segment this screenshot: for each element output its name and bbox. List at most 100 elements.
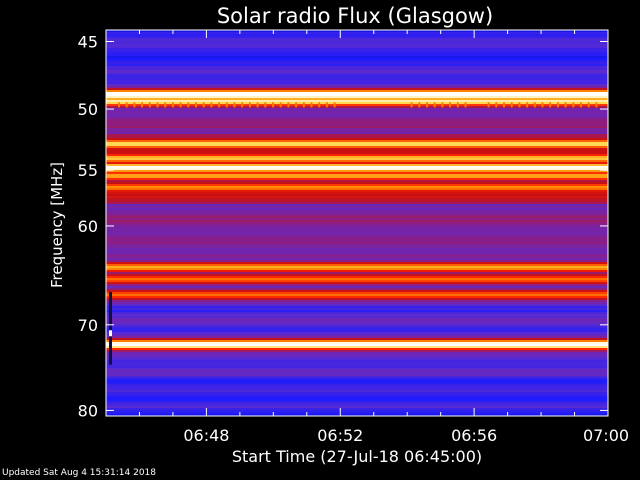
periodic-interference-mark [302, 102, 305, 108]
spectrogram-row [106, 210, 608, 212]
spectrogram-row [106, 312, 608, 314]
spectrogram-row [106, 360, 608, 362]
periodic-interference-mark [171, 102, 174, 108]
periodic-interference-mark [318, 102, 321, 108]
spectrogram-row [106, 182, 608, 184]
spectrogram-row [106, 58, 608, 60]
spectrogram-row [106, 206, 608, 208]
periodic-interference-mark [310, 102, 313, 108]
spectrogram-row [106, 290, 608, 292]
periodic-interference-mark [526, 102, 529, 108]
spectrogram-row [106, 388, 608, 390]
spectrogram-row [106, 238, 608, 240]
spectrogram-row [106, 42, 608, 44]
periodic-interference-mark [449, 102, 452, 108]
y-tick-label: 50 [78, 100, 98, 119]
spectrogram-row [106, 52, 608, 54]
spectrogram-row [106, 84, 608, 86]
spectrogram-row [106, 400, 608, 402]
spectrogram-row [106, 274, 608, 276]
periodic-interference-mark [233, 102, 236, 108]
spectrogram-row [106, 376, 608, 378]
y-tick-label: 60 [78, 217, 98, 236]
spectrogram-row [106, 246, 608, 248]
periodic-interference-mark [572, 102, 575, 108]
periodic-interference-mark [533, 102, 536, 108]
periodic-interference-mark [125, 102, 128, 108]
spectrogram-row [106, 384, 608, 386]
spectrogram-row [106, 344, 608, 346]
spectrogram-row [106, 60, 608, 62]
spectrogram-row [106, 334, 608, 336]
spectrogram-row [106, 270, 608, 272]
spectrogram-row [106, 124, 608, 126]
spectrogram-row [106, 362, 608, 364]
periodic-interference-mark [556, 102, 559, 108]
spectrogram-row [106, 252, 608, 254]
periodic-interference-mark [433, 102, 436, 108]
periodic-interference-mark [333, 102, 336, 108]
spectrogram-row [106, 346, 608, 348]
spectrogram-row [106, 176, 608, 178]
spectrogram-row [106, 330, 608, 332]
spectrogram-row [106, 100, 608, 102]
spectrogram-row [106, 188, 608, 190]
spectrogram-row [106, 310, 608, 312]
spectrogram-row [106, 368, 608, 370]
spectrogram-row [106, 66, 608, 68]
periodic-interference-mark [179, 102, 182, 108]
spectrogram-row [106, 220, 608, 222]
periodic-interference-mark [410, 102, 413, 108]
spectrogram-row [106, 306, 608, 308]
spectrogram-row [106, 236, 608, 238]
spectrogram-row [106, 110, 608, 112]
y-axis-label: Frequency [MHz] [48, 162, 66, 288]
periodic-interference-mark [248, 102, 251, 108]
spectrogram-row [106, 32, 608, 34]
spectrogram-row [106, 336, 608, 338]
spectrogram-row [106, 316, 608, 318]
spectrogram-row [106, 138, 608, 140]
spectrogram-row [106, 262, 608, 264]
periodic-interference-mark [272, 102, 274, 108]
spectrogram-row [106, 248, 608, 250]
spectrogram-row [106, 200, 608, 202]
y-tick-label: 70 [78, 316, 98, 335]
spectrogram-row [106, 222, 608, 224]
spectrogram-row [106, 314, 608, 316]
spectrogram-row [106, 136, 608, 138]
spectrogram-row [106, 98, 608, 100]
plot-area [106, 30, 608, 416]
periodic-interference-mark [210, 102, 213, 108]
periodic-interference-mark [541, 102, 544, 108]
spectrogram-row [106, 156, 608, 158]
spectrogram-row [106, 122, 608, 124]
spectrogram-row [106, 304, 608, 306]
spectrogram-row [106, 272, 608, 274]
spectrogram-row [106, 36, 608, 38]
spectrogram-row [106, 366, 608, 368]
spectrogram-row [106, 404, 608, 406]
spectrogram-row [106, 168, 608, 170]
spectrogram-row [106, 160, 608, 162]
spectrogram-row [106, 218, 608, 220]
spectrogram-row [106, 92, 608, 94]
periodic-interference-mark [510, 102, 513, 108]
x-axis: 06:48 06:52 06:56 07:00 [138, 30, 629, 445]
spectrogram-row [106, 186, 608, 188]
spectrogram-row [106, 250, 608, 252]
spectrogram-row [106, 102, 608, 104]
periodic-interference-mark [418, 102, 421, 108]
spectrogram-row [106, 96, 608, 98]
spectrogram-row [106, 174, 608, 176]
spectrogram-row [106, 412, 608, 414]
spectrogram-row [106, 202, 608, 204]
spectrogram-row [106, 154, 608, 156]
spectrogram-row [106, 118, 608, 120]
spectrogram-row [106, 114, 608, 116]
spectrogram-row [106, 214, 608, 216]
spectrogram-row [106, 386, 608, 388]
periodic-interference-mark [441, 102, 444, 108]
spectrogram-row [106, 106, 608, 108]
